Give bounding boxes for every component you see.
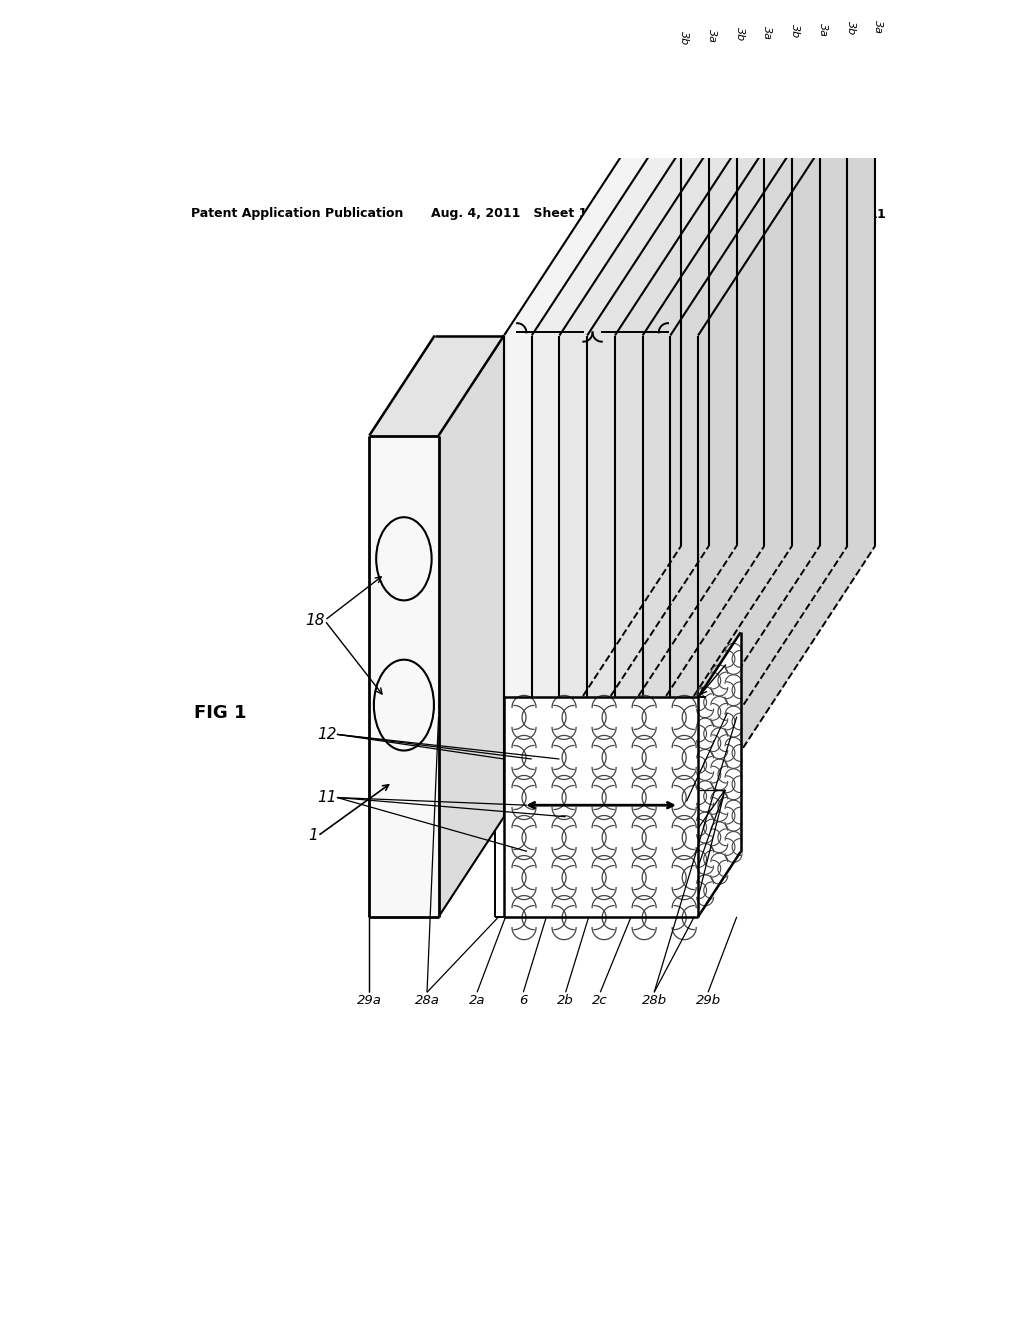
Text: 3b: 3b	[791, 24, 800, 38]
Polygon shape	[438, 335, 504, 917]
Polygon shape	[504, 65, 681, 817]
Text: 1: 1	[308, 829, 317, 843]
Text: 3a: 3a	[762, 26, 772, 40]
Polygon shape	[698, 632, 740, 917]
Text: 3b: 3b	[679, 30, 689, 45]
Polygon shape	[671, 65, 848, 817]
Polygon shape	[370, 335, 504, 436]
Text: 18: 18	[305, 612, 325, 628]
Text: 2a: 2a	[469, 994, 485, 1007]
Text: 3b: 3b	[734, 28, 744, 42]
Text: 3a: 3a	[873, 20, 884, 34]
Polygon shape	[370, 436, 438, 917]
Text: 30: 30	[727, 649, 746, 665]
Text: 4: 4	[727, 783, 737, 797]
Text: 6: 6	[519, 994, 527, 1007]
Text: Patent Application Publication: Patent Application Publication	[190, 207, 403, 220]
Text: 2b: 2b	[557, 994, 574, 1007]
Polygon shape	[643, 65, 819, 817]
Text: FIG 1: FIG 1	[194, 704, 246, 722]
Text: 3a: 3a	[707, 29, 717, 44]
Text: 2c: 2c	[593, 994, 608, 1007]
Polygon shape	[504, 697, 698, 917]
Text: Aug. 4, 2011   Sheet 1 of 3: Aug. 4, 2011 Sheet 1 of 3	[431, 207, 618, 220]
Text: 29a: 29a	[356, 994, 382, 1007]
Text: 11: 11	[317, 789, 337, 805]
Polygon shape	[531, 65, 709, 817]
Text: 3a: 3a	[818, 22, 827, 37]
Text: 28a: 28a	[415, 994, 439, 1007]
Polygon shape	[698, 65, 876, 817]
Text: 12: 12	[317, 727, 337, 742]
Text: 29b: 29b	[695, 994, 721, 1007]
Polygon shape	[587, 65, 764, 817]
Polygon shape	[559, 65, 736, 817]
Text: US 2011/0186274 A1: US 2011/0186274 A1	[739, 207, 886, 220]
Text: 10: 10	[583, 301, 602, 315]
Text: 3b: 3b	[846, 21, 855, 36]
Polygon shape	[614, 65, 792, 817]
Text: 7: 7	[727, 705, 737, 721]
Text: 28b: 28b	[642, 994, 667, 1007]
